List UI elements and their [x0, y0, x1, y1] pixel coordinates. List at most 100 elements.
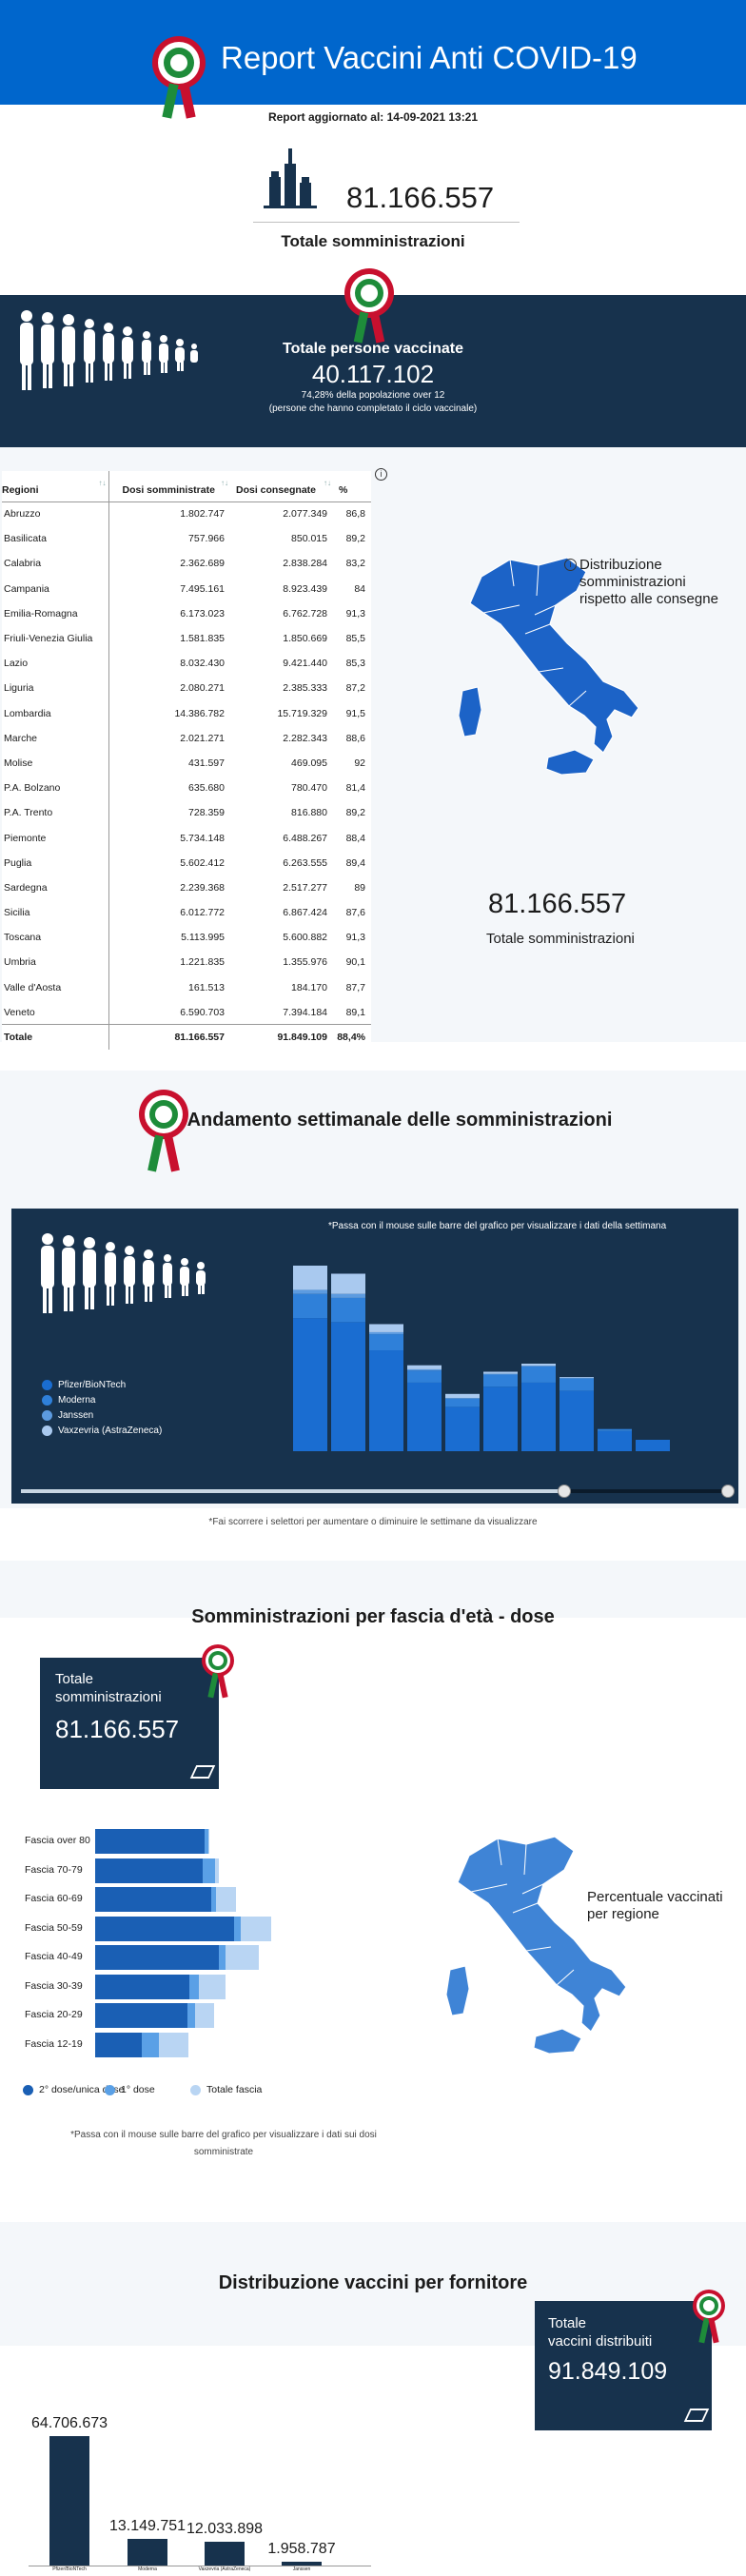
age-bar[interactable] — [95, 1829, 205, 1854]
table-row: Valle d'Aosta 161.513 184.170 87,7 — [2, 974, 371, 1000]
percent-map-caption-line: per regione — [587, 1906, 659, 1922]
weekly-bar-segment[interactable] — [331, 1293, 365, 1298]
italy-map[interactable] — [443, 548, 653, 786]
slider-handle-right[interactable] — [721, 1485, 735, 1498]
weekly-bar-segment[interactable] — [369, 1350, 403, 1451]
cockade-icon — [344, 268, 394, 344]
weekly-bar-segment[interactable] — [560, 1377, 594, 1379]
age-legend-item[interactable]: 2° dose/unica dose — [23, 2084, 124, 2095]
vaccinated-percent: 74,28% della popolazione over 12 — [301, 390, 445, 401]
table-row: Lombardia 14.386.782 15.719.329 91,5 — [2, 700, 371, 726]
supplier-bar[interactable] — [49, 2436, 89, 2566]
legend-item[interactable]: Vaxzevria (AstraZeneca) — [42, 1426, 162, 1436]
weekly-bar-segment[interactable] — [407, 1368, 442, 1371]
weekly-bar-segment[interactable] — [293, 1318, 327, 1451]
table-cell: Toscana — [2, 925, 109, 951]
table-cell: 88,4 — [345, 832, 365, 844]
table-cell: 87,6 — [345, 907, 365, 919]
table-cell: 6.867.424 — [283, 907, 327, 919]
weekly-bar-segment[interactable] — [407, 1370, 442, 1383]
weekly-bar-segment[interactable] — [560, 1378, 594, 1391]
weekly-bar-segment[interactable] — [521, 1366, 556, 1383]
weekly-bar-segment[interactable] — [636, 1440, 670, 1451]
sort-icon[interactable]: ↑↓ — [324, 479, 331, 487]
weekly-bar-segment[interactable] — [483, 1374, 518, 1387]
table-cell: 2.362.689 — [180, 558, 225, 570]
column-header-dosi-somministrate[interactable]: Dosi somministrate ↑↓ — [108, 471, 230, 502]
supplier-title: Distribuzione vaccini per fornitore — [218, 2272, 528, 2293]
age-bar[interactable] — [95, 1858, 204, 1883]
weekly-bar-segment[interactable] — [445, 1398, 480, 1407]
info-icon[interactable]: i — [564, 559, 577, 571]
table-row: Umbria 1.221.835 1.355.976 90,1 — [2, 950, 371, 975]
table-cell: 89,4 — [345, 856, 365, 869]
weekly-bar-segment[interactable] — [407, 1382, 442, 1451]
table-cell: 2.517.277 — [283, 881, 327, 894]
weekly-bar-segment[interactable] — [483, 1371, 518, 1374]
weekly-bar-segment[interactable] — [445, 1393, 480, 1399]
age-bar[interactable] — [95, 1916, 234, 1941]
age-group-label: Fascia 20-29 — [25, 2009, 83, 2020]
weekly-bar-chart[interactable] — [285, 1247, 704, 1461]
weekly-bar-segment[interactable] — [369, 1334, 403, 1351]
age-group-label: Fascia 60-69 — [25, 1893, 83, 1904]
weekly-bar-segment[interactable] — [369, 1331, 403, 1335]
table-cell: Friuli-Venezia Giulia — [2, 625, 109, 652]
table-cell: 5.734.148 — [180, 832, 225, 844]
sort-icon[interactable]: ↑↓ — [98, 479, 107, 487]
supplier-bar[interactable] — [282, 2561, 322, 2566]
weekly-bar-segment[interactable] — [331, 1273, 365, 1294]
table-cell: 6.488.267 — [283, 832, 327, 844]
weekly-bar-segment[interactable] — [293, 1289, 327, 1294]
legend-item[interactable]: Janssen — [42, 1410, 93, 1421]
age-bar[interactable] — [95, 1974, 190, 1999]
info-icon[interactable]: i — [375, 468, 387, 481]
weekly-bar-segment[interactable] — [293, 1266, 327, 1290]
weekly-bar-segment[interactable] — [369, 1324, 403, 1332]
age-bar[interactable] — [95, 1887, 211, 1912]
weekly-bar-segment[interactable] — [521, 1382, 556, 1451]
weekly-bar-segment[interactable] — [331, 1322, 365, 1451]
table-cell: 89,2 — [345, 533, 365, 545]
map-caption-line: rispetto alle consegne — [579, 591, 718, 607]
weekly-bar-segment[interactable] — [407, 1365, 442, 1369]
weekly-bar-segment[interactable] — [598, 1430, 632, 1451]
age-bar[interactable] — [95, 2003, 187, 2028]
table-cell: 6.762.728 — [283, 607, 327, 619]
weekly-bar-segment[interactable] — [483, 1373, 518, 1375]
column-header-dosi-consegnate[interactable]: Dosi consegnate ↑↓ — [230, 471, 333, 502]
slider-handle-left[interactable] — [558, 1485, 571, 1498]
table-cell: 2.385.333 — [283, 682, 327, 695]
weekly-bar-segment[interactable] — [560, 1377, 594, 1378]
age-legend-item[interactable]: 1° dose — [105, 2084, 155, 2095]
weekly-bar-segment[interactable] — [521, 1366, 556, 1367]
column-header-percent[interactable]: % — [333, 471, 371, 502]
legend-label: Vaxzevria (AstraZeneca) — [58, 1426, 163, 1437]
italy-map-percent[interactable] — [426, 1827, 645, 2065]
age-bar[interactable] — [95, 2032, 142, 2057]
age-legend-item[interactable]: Totale fascia — [190, 2084, 262, 2095]
weekly-bar-segment[interactable] — [293, 1293, 327, 1319]
weekly-bar-segment[interactable] — [331, 1297, 365, 1323]
weekly-bar-segment[interactable] — [445, 1398, 480, 1399]
table-row: Basilicata 757.966 850.015 89,2 — [2, 526, 371, 552]
table-cell: 757.966 — [188, 533, 225, 545]
week-range-slider[interactable] — [21, 1489, 730, 1493]
weekly-bar-segment[interactable] — [483, 1386, 518, 1451]
weekly-bar-segment[interactable] — [598, 1428, 632, 1431]
supplier-bar[interactable] — [128, 2539, 167, 2566]
divider — [253, 222, 520, 223]
weekly-bar-segment[interactable] — [560, 1390, 594, 1451]
weekly-bar-segment[interactable] — [521, 1364, 556, 1367]
weekly-footer-note: *Fai scorrere i selettori per aumentare … — [208, 1517, 538, 1527]
table-cell: 81.166.557 — [108, 1024, 230, 1051]
table-cell: 91,5 — [345, 707, 365, 719]
supplier-bar[interactable] — [205, 2541, 245, 2566]
weekly-bar-segment[interactable] — [445, 1406, 480, 1451]
table-cell: 6.590.703 — [180, 1006, 225, 1018]
legend-item[interactable]: Pfizer/BioNTech — [42, 1380, 126, 1390]
column-header-regioni[interactable]: Regioni ↑↓ — [2, 471, 109, 502]
sort-icon[interactable]: ↑↓ — [221, 479, 228, 487]
legend-item[interactable]: Moderna — [42, 1395, 95, 1406]
age-bar[interactable] — [95, 1945, 220, 1970]
